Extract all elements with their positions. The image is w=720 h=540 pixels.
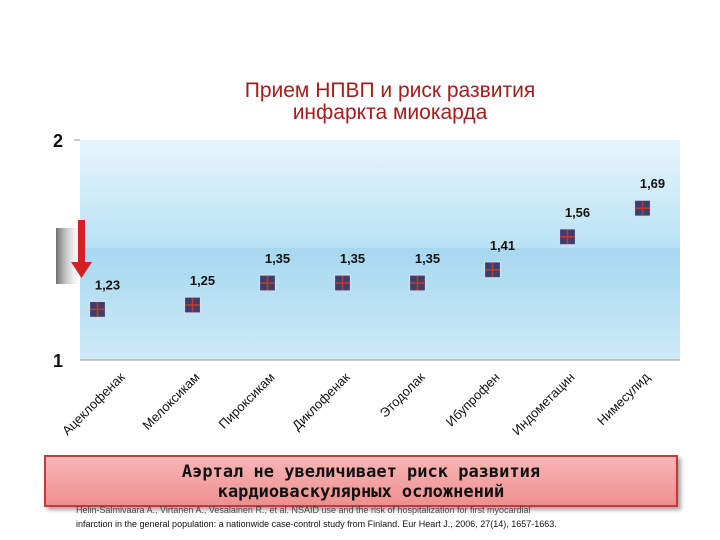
data-point: [483, 261, 502, 279]
banner-line-1: Аэртал не увеличивает риск развития: [181, 462, 541, 482]
x-tick-label: Нимесулид: [594, 369, 653, 428]
chart-title-line-2: инфаркта миокарда: [292, 101, 488, 124]
banner-line-2: кардиоваскулярных осложнений: [217, 482, 505, 502]
data-point: [633, 199, 652, 217]
x-tick-label: Этодолак: [377, 369, 428, 420]
data-point: [558, 228, 577, 246]
y-axis-ticks: 12: [53, 131, 63, 371]
plot-area: [80, 140, 680, 360]
citation-line-1: Helin-Salmivaara A., Virtanen A., Vesala…: [76, 505, 531, 515]
data-label: 1,25: [190, 273, 215, 288]
x-tick-label: Ибупрофен: [443, 370, 503, 430]
data-label: 1,23: [95, 277, 120, 292]
data-label: 1,35: [265, 251, 290, 266]
x-tick-label: Ацеклофенак: [59, 369, 128, 438]
chart-title-line-1: Прием НПВП и риск развития: [244, 79, 536, 102]
x-axis-labels: Ацеклофенак Мелоксикам Пироксикам Диклофена…: [59, 369, 653, 438]
y-tick-label: 1: [53, 351, 63, 371]
x-tick-label: Пироксикам: [216, 369, 278, 431]
citation-line-2: infarction in the general population: a …: [76, 519, 557, 529]
x-tick-label: Индометацин: [509, 370, 578, 439]
x-tick-label: Диклофенак: [289, 369, 353, 433]
data-point: [258, 274, 277, 292]
data-label: 1,69: [640, 176, 665, 191]
conclusion-banner: Аэртал не увеличивает риск развития кард…: [44, 455, 678, 507]
citation: Helin-Salmivaara A., Virtanen A., Vesala…: [76, 503, 696, 531]
data-label: 1,41: [490, 238, 515, 253]
chart-title: Прием НПВП и риск развития инфаркта миок…: [150, 80, 630, 124]
y-tick-label: 2: [53, 131, 63, 151]
axis-lines: [74, 139, 680, 361]
data-label: 1,35: [415, 251, 440, 266]
data-labels: 1,23 1,25 1,35 1,35 1,35 1,41 1,56 1,69: [95, 176, 665, 292]
data-point: [88, 300, 107, 318]
data-point: [183, 296, 202, 314]
data-markers: [88, 199, 652, 318]
data-label: 1,56: [565, 205, 590, 220]
data-point: [333, 274, 352, 292]
pointer-arrow: [56, 220, 92, 284]
data-label: 1,35: [340, 251, 365, 266]
x-tick-label: Мелоксикам: [139, 369, 202, 432]
data-point: [408, 274, 427, 292]
